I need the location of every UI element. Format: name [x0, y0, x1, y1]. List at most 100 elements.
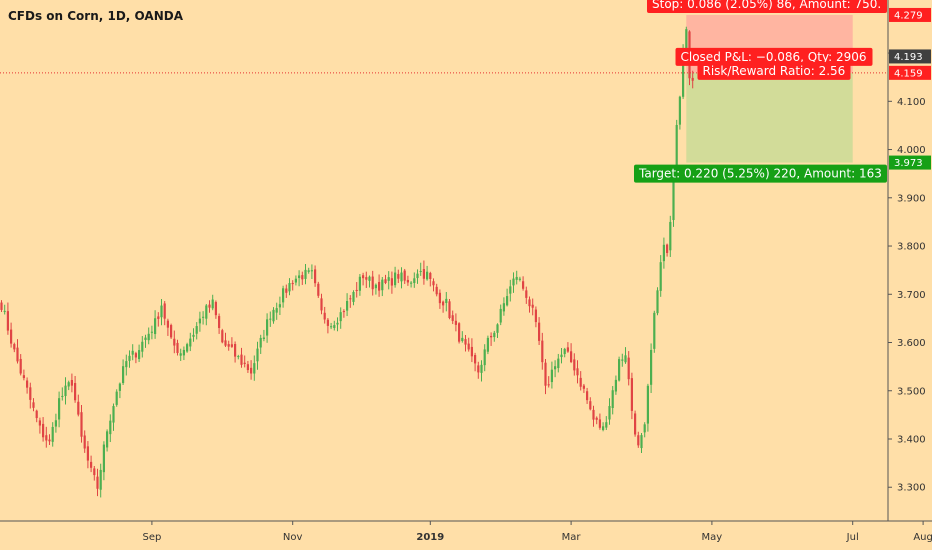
candle-body	[464, 339, 467, 345]
candle	[16, 339, 19, 364]
candle-body	[205, 305, 208, 319]
candle	[506, 288, 509, 307]
candle	[45, 426, 48, 448]
candle-body	[154, 318, 157, 335]
candle-body	[211, 299, 214, 309]
candle	[410, 281, 413, 288]
target-price-tag: 3.973	[889, 155, 931, 170]
candle	[390, 271, 393, 294]
target-label[interactable]: Target: 0.220 (5.25%) 220, Amount: 163	[634, 164, 887, 183]
candle-body	[560, 354, 563, 358]
candle	[557, 353, 560, 373]
pnl-label[interactable]: Closed P&L: −0.086, Qty: 2906	[675, 47, 873, 66]
candle-body	[0, 302, 3, 310]
candle	[659, 255, 662, 297]
candle-body	[118, 383, 121, 391]
candle-body	[637, 435, 640, 446]
candle	[362, 272, 365, 286]
candle	[454, 313, 457, 332]
candle-body	[643, 424, 646, 433]
candle-body	[304, 269, 307, 279]
rr-label-text: Risk/Reward Ratio: 2.56	[703, 64, 846, 78]
candle-body	[90, 461, 93, 468]
candle	[144, 334, 147, 348]
candle	[275, 302, 278, 320]
candle	[35, 409, 38, 423]
candle-body	[342, 311, 345, 313]
candle	[445, 291, 448, 312]
candle	[627, 351, 630, 386]
candle-body	[355, 289, 358, 291]
candle-body	[166, 320, 169, 328]
candle	[643, 422, 646, 438]
candle-body	[483, 349, 486, 366]
target-zone[interactable]	[686, 72, 853, 163]
candle	[102, 441, 105, 481]
candle	[378, 274, 381, 297]
stop-label[interactable]: Stop: 0.086 (2.05%) 86, Amount: 750.	[647, 0, 887, 13]
candle-body	[256, 348, 259, 362]
candle	[467, 337, 470, 352]
candle	[307, 267, 310, 274]
candle-body	[189, 338, 192, 347]
candle	[499, 304, 502, 326]
candle-body	[662, 244, 665, 262]
candle	[358, 273, 361, 296]
candle	[67, 380, 70, 391]
candle	[96, 468, 99, 497]
candle-body	[691, 77, 694, 81]
candle-body	[230, 344, 233, 347]
candle	[22, 369, 25, 381]
candle	[147, 327, 150, 345]
candle	[397, 269, 400, 284]
candle	[486, 335, 489, 355]
candle	[384, 274, 387, 285]
x-tick-label: 2019	[416, 532, 444, 543]
candle-body	[51, 426, 54, 442]
candle	[656, 287, 659, 316]
candle	[61, 387, 64, 401]
candle-body	[381, 279, 384, 291]
candle-body	[346, 301, 349, 311]
candle-body	[115, 391, 118, 405]
candle	[64, 377, 67, 405]
candle-body	[3, 310, 6, 312]
candle	[349, 295, 352, 308]
y-tick-label: 4.100	[897, 97, 926, 108]
candle-body	[592, 409, 595, 420]
candle-body	[675, 124, 678, 176]
candle	[314, 265, 317, 287]
candle	[490, 332, 493, 346]
candle	[32, 398, 35, 412]
candle-body	[429, 272, 432, 279]
candle	[621, 353, 624, 367]
candle	[278, 296, 281, 316]
candle-body	[32, 402, 35, 408]
candle	[51, 422, 54, 447]
candle	[6, 302, 9, 335]
candle-body	[653, 312, 656, 349]
candle-body	[576, 368, 579, 376]
candle	[189, 332, 192, 352]
candle-body	[86, 446, 89, 461]
y-tick-label: 3.800	[897, 242, 926, 253]
candle-body	[365, 277, 368, 280]
candle	[122, 359, 125, 385]
candle	[106, 429, 109, 452]
candle-body	[112, 406, 115, 423]
candle-body	[141, 341, 144, 352]
candle	[323, 306, 326, 324]
candle-body	[477, 365, 480, 373]
candle	[512, 272, 515, 293]
candle-body	[534, 309, 537, 323]
candle	[80, 405, 83, 443]
candle-body	[106, 431, 109, 448]
candle-body	[298, 275, 301, 279]
rr-label-box	[697, 61, 851, 80]
candle	[195, 322, 198, 340]
candle-body	[227, 344, 230, 347]
candle	[150, 325, 153, 340]
candle	[662, 237, 665, 269]
candle-body	[509, 286, 512, 294]
rr-label[interactable]: Risk/Reward Ratio: 2.56	[697, 61, 851, 80]
